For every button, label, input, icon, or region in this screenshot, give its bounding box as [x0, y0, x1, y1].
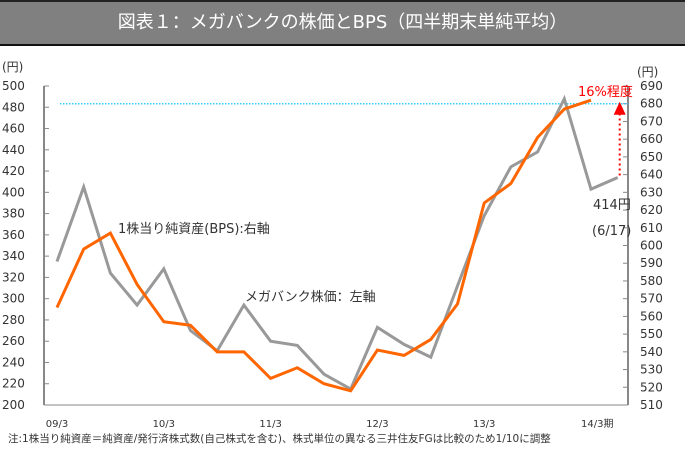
x-tick-label: 09/3 [46, 419, 68, 430]
right-tick-label: 590 [640, 256, 663, 270]
bps-line [55, 98, 592, 393]
left-tick-label: 320 [2, 270, 25, 284]
right-tick-label: 560 [640, 309, 663, 323]
latest-date-annotation: (6/17) [592, 224, 631, 239]
x-tick-label: 14/3期 [581, 418, 613, 430]
right-unit-label: (円) [637, 65, 658, 79]
right-tick-label: 610 [640, 221, 663, 235]
right-tick-label: 670 [640, 114, 663, 128]
right-tick-label: 690 [640, 79, 663, 93]
right-tick-label: 620 [640, 203, 663, 217]
right-tick-label: 640 [640, 168, 663, 182]
right-tick-label: 530 [640, 363, 663, 377]
left-tick-label: 500 [2, 79, 25, 93]
premium-annotation: 16%程度 [578, 84, 633, 100]
right-tick-label: 650 [640, 150, 663, 164]
left-tick-label: 400 [2, 185, 25, 199]
left-tick-label: 480 [2, 100, 25, 114]
premium-arrow-head-icon [613, 101, 626, 115]
left-tick-label: 200 [2, 398, 25, 412]
left-tick-label: 440 [2, 143, 25, 157]
right-tick-label: 540 [640, 345, 663, 359]
right-tick-label: 570 [640, 292, 663, 306]
left-tick-label: 300 [2, 292, 25, 306]
right-tick-label: 520 [640, 380, 663, 394]
left-tick-label: 260 [2, 334, 25, 348]
left-tick-label: 380 [2, 207, 25, 221]
bps-series-label: 1株当り純資産(BPS):右軸 [118, 221, 270, 237]
left-tick-label: 220 [2, 377, 25, 391]
right-tick-label: 580 [640, 274, 663, 288]
right-tick-label: 630 [640, 185, 663, 199]
right-tick-label: 550 [640, 327, 663, 341]
x-tick-label: 11/3 [259, 419, 281, 430]
x-tick-label: 12/3 [366, 419, 388, 430]
left-tick-label: 420 [2, 164, 25, 178]
price-series-label: メガバンク株価：左軸 [245, 290, 376, 305]
x-tick-label: 13/3 [473, 419, 495, 430]
left-tick-label: 240 [2, 355, 25, 369]
left-unit-label: (円) [2, 60, 23, 74]
chart-title: 図表１：メガバンクの株価とBPS（四半期末単純平均） [0, 0, 685, 46]
footnote: 注:1株当り純資産＝純資産/発行済株式数(自己株式を含む)、株式単位の異なる三井… [8, 432, 551, 445]
right-tick-label: 600 [640, 239, 663, 253]
left-tick-label: 360 [2, 228, 25, 242]
right-tick-label: 680 [640, 97, 663, 111]
right-tick-label: 510 [640, 398, 663, 412]
left-tick-label: 340 [2, 249, 25, 263]
x-tick-label: 10/3 [153, 419, 175, 430]
left-tick-label: 460 [2, 122, 25, 136]
left-tick-label: 280 [2, 313, 25, 327]
right-tick-label: 660 [640, 132, 663, 146]
latest-price-annotation: 414円 [593, 198, 631, 213]
